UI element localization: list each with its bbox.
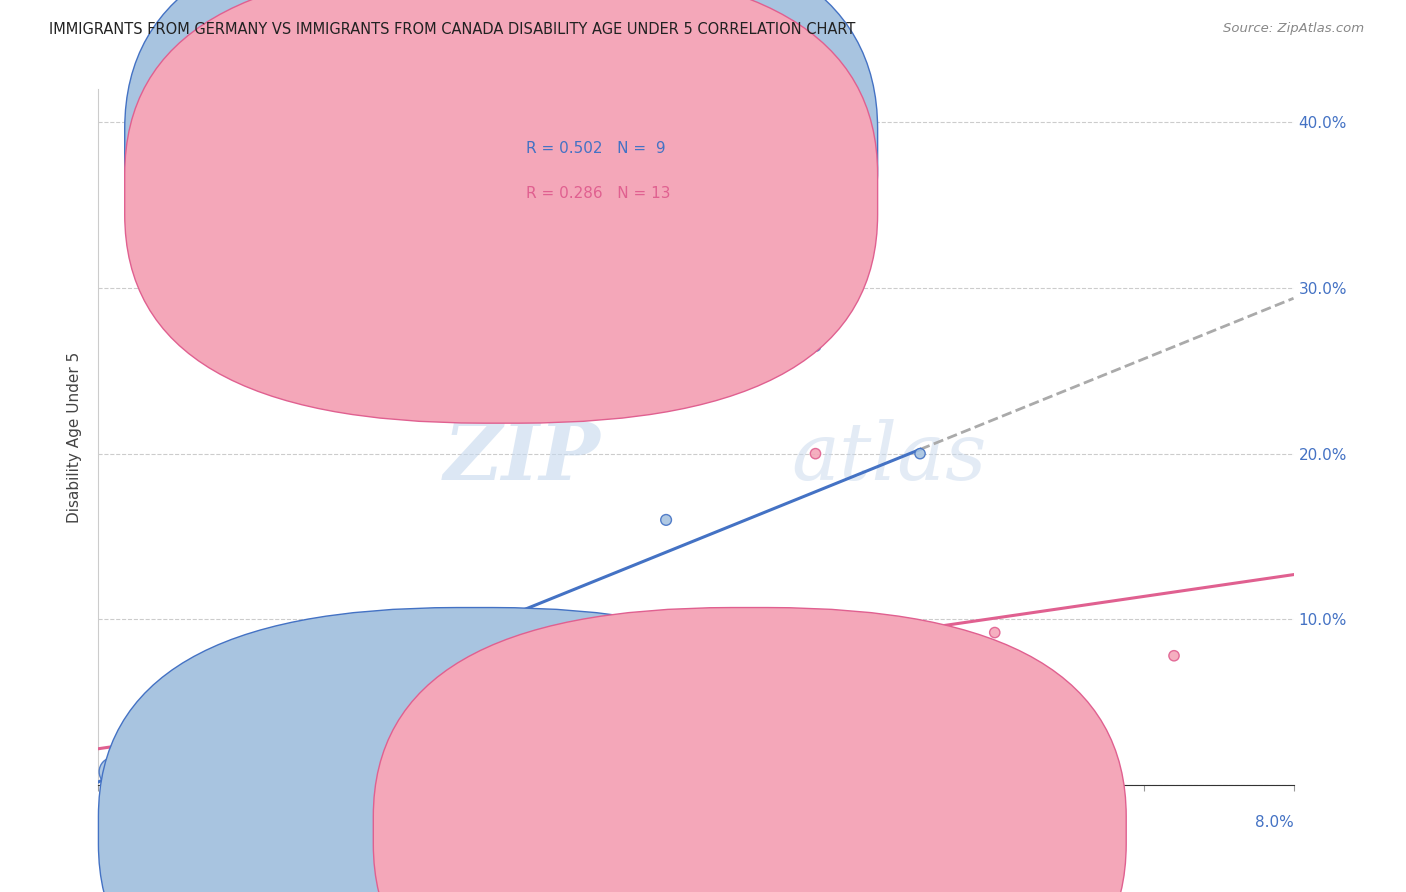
FancyBboxPatch shape — [457, 110, 768, 249]
Point — [550, 662, 572, 676]
Point — [984, 625, 1007, 640]
Point — [536, 648, 558, 663]
Point — [430, 673, 453, 688]
Point — [655, 513, 678, 527]
Point — [506, 714, 529, 729]
Text: R = 0.286   N = 13: R = 0.286 N = 13 — [526, 186, 671, 201]
Text: Immigrants from Canada: Immigrants from Canada — [773, 822, 965, 838]
Point — [1163, 648, 1185, 663]
Y-axis label: Disability Age Under 5: Disability Age Under 5 — [67, 351, 83, 523]
Point — [655, 665, 678, 680]
Point — [581, 675, 603, 690]
Point — [908, 447, 931, 461]
Point — [865, 673, 887, 688]
Point — [207, 731, 229, 746]
Text: 8.0%: 8.0% — [1254, 814, 1294, 830]
Text: R = 0.502   N =  9: R = 0.502 N = 9 — [526, 141, 666, 156]
Point — [804, 339, 827, 353]
Point — [103, 772, 125, 786]
Text: Source: ZipAtlas.com: Source: ZipAtlas.com — [1223, 22, 1364, 36]
Text: 0.0%: 0.0% — [98, 814, 138, 830]
Text: Immigrants from Germany: Immigrants from Germany — [499, 822, 702, 838]
FancyBboxPatch shape — [374, 607, 1126, 892]
Point — [281, 714, 304, 729]
Text: ZIP: ZIP — [443, 419, 600, 497]
Point — [385, 681, 409, 696]
Point — [162, 687, 184, 701]
Point — [804, 447, 827, 461]
FancyBboxPatch shape — [125, 0, 877, 423]
Point — [103, 764, 125, 779]
Point — [207, 679, 229, 693]
Point — [730, 691, 752, 706]
FancyBboxPatch shape — [125, 0, 877, 378]
Text: IMMIGRANTS FROM GERMANY VS IMMIGRANTS FROM CANADA DISABILITY AGE UNDER 5 CORRELA: IMMIGRANTS FROM GERMANY VS IMMIGRANTS FR… — [49, 22, 856, 37]
Text: atlas: atlas — [792, 419, 987, 497]
FancyBboxPatch shape — [98, 607, 852, 892]
Point — [356, 741, 378, 756]
